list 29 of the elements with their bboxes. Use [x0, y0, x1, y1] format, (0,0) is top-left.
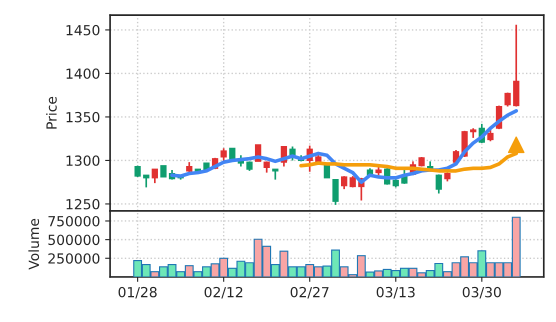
x-tick-label: 03/13 — [376, 286, 415, 298]
candlestick — [272, 168, 278, 180]
candlestick — [470, 127, 476, 139]
y-tick-label: 750000 — [48, 216, 100, 226]
candlestick — [332, 178, 339, 206]
candlestick — [143, 174, 150, 188]
x-tick-label: 03/30 — [462, 286, 501, 298]
candlestick — [160, 165, 167, 178]
candlestick — [152, 168, 158, 184]
candlestick — [504, 92, 511, 108]
candlestick — [418, 156, 425, 168]
y-tick-label: 1450 — [66, 24, 100, 36]
x-tick-label: 01/28 — [118, 286, 157, 298]
y-tick-label: 500000 — [48, 234, 100, 246]
candlestick — [350, 175, 356, 188]
y-axis-title: Volume — [28, 218, 40, 270]
y-axis-title: Price — [46, 96, 57, 129]
candlestick — [134, 164, 141, 178]
x-tick-label: 02/12 — [204, 286, 242, 298]
y-tick-label: 250000 — [48, 253, 100, 264]
x-tick-label: 02/27 — [290, 286, 329, 298]
candlestick — [341, 175, 348, 190]
candlestick — [436, 174, 442, 194]
candlestick — [220, 147, 227, 162]
y-tick-label: 1400 — [66, 68, 100, 79]
y-tick-label: 1250 — [66, 198, 100, 210]
y-tick-label: 1350 — [66, 112, 100, 122]
candlestick — [186, 161, 192, 174]
y-tick-label: 1300 — [66, 155, 100, 166]
